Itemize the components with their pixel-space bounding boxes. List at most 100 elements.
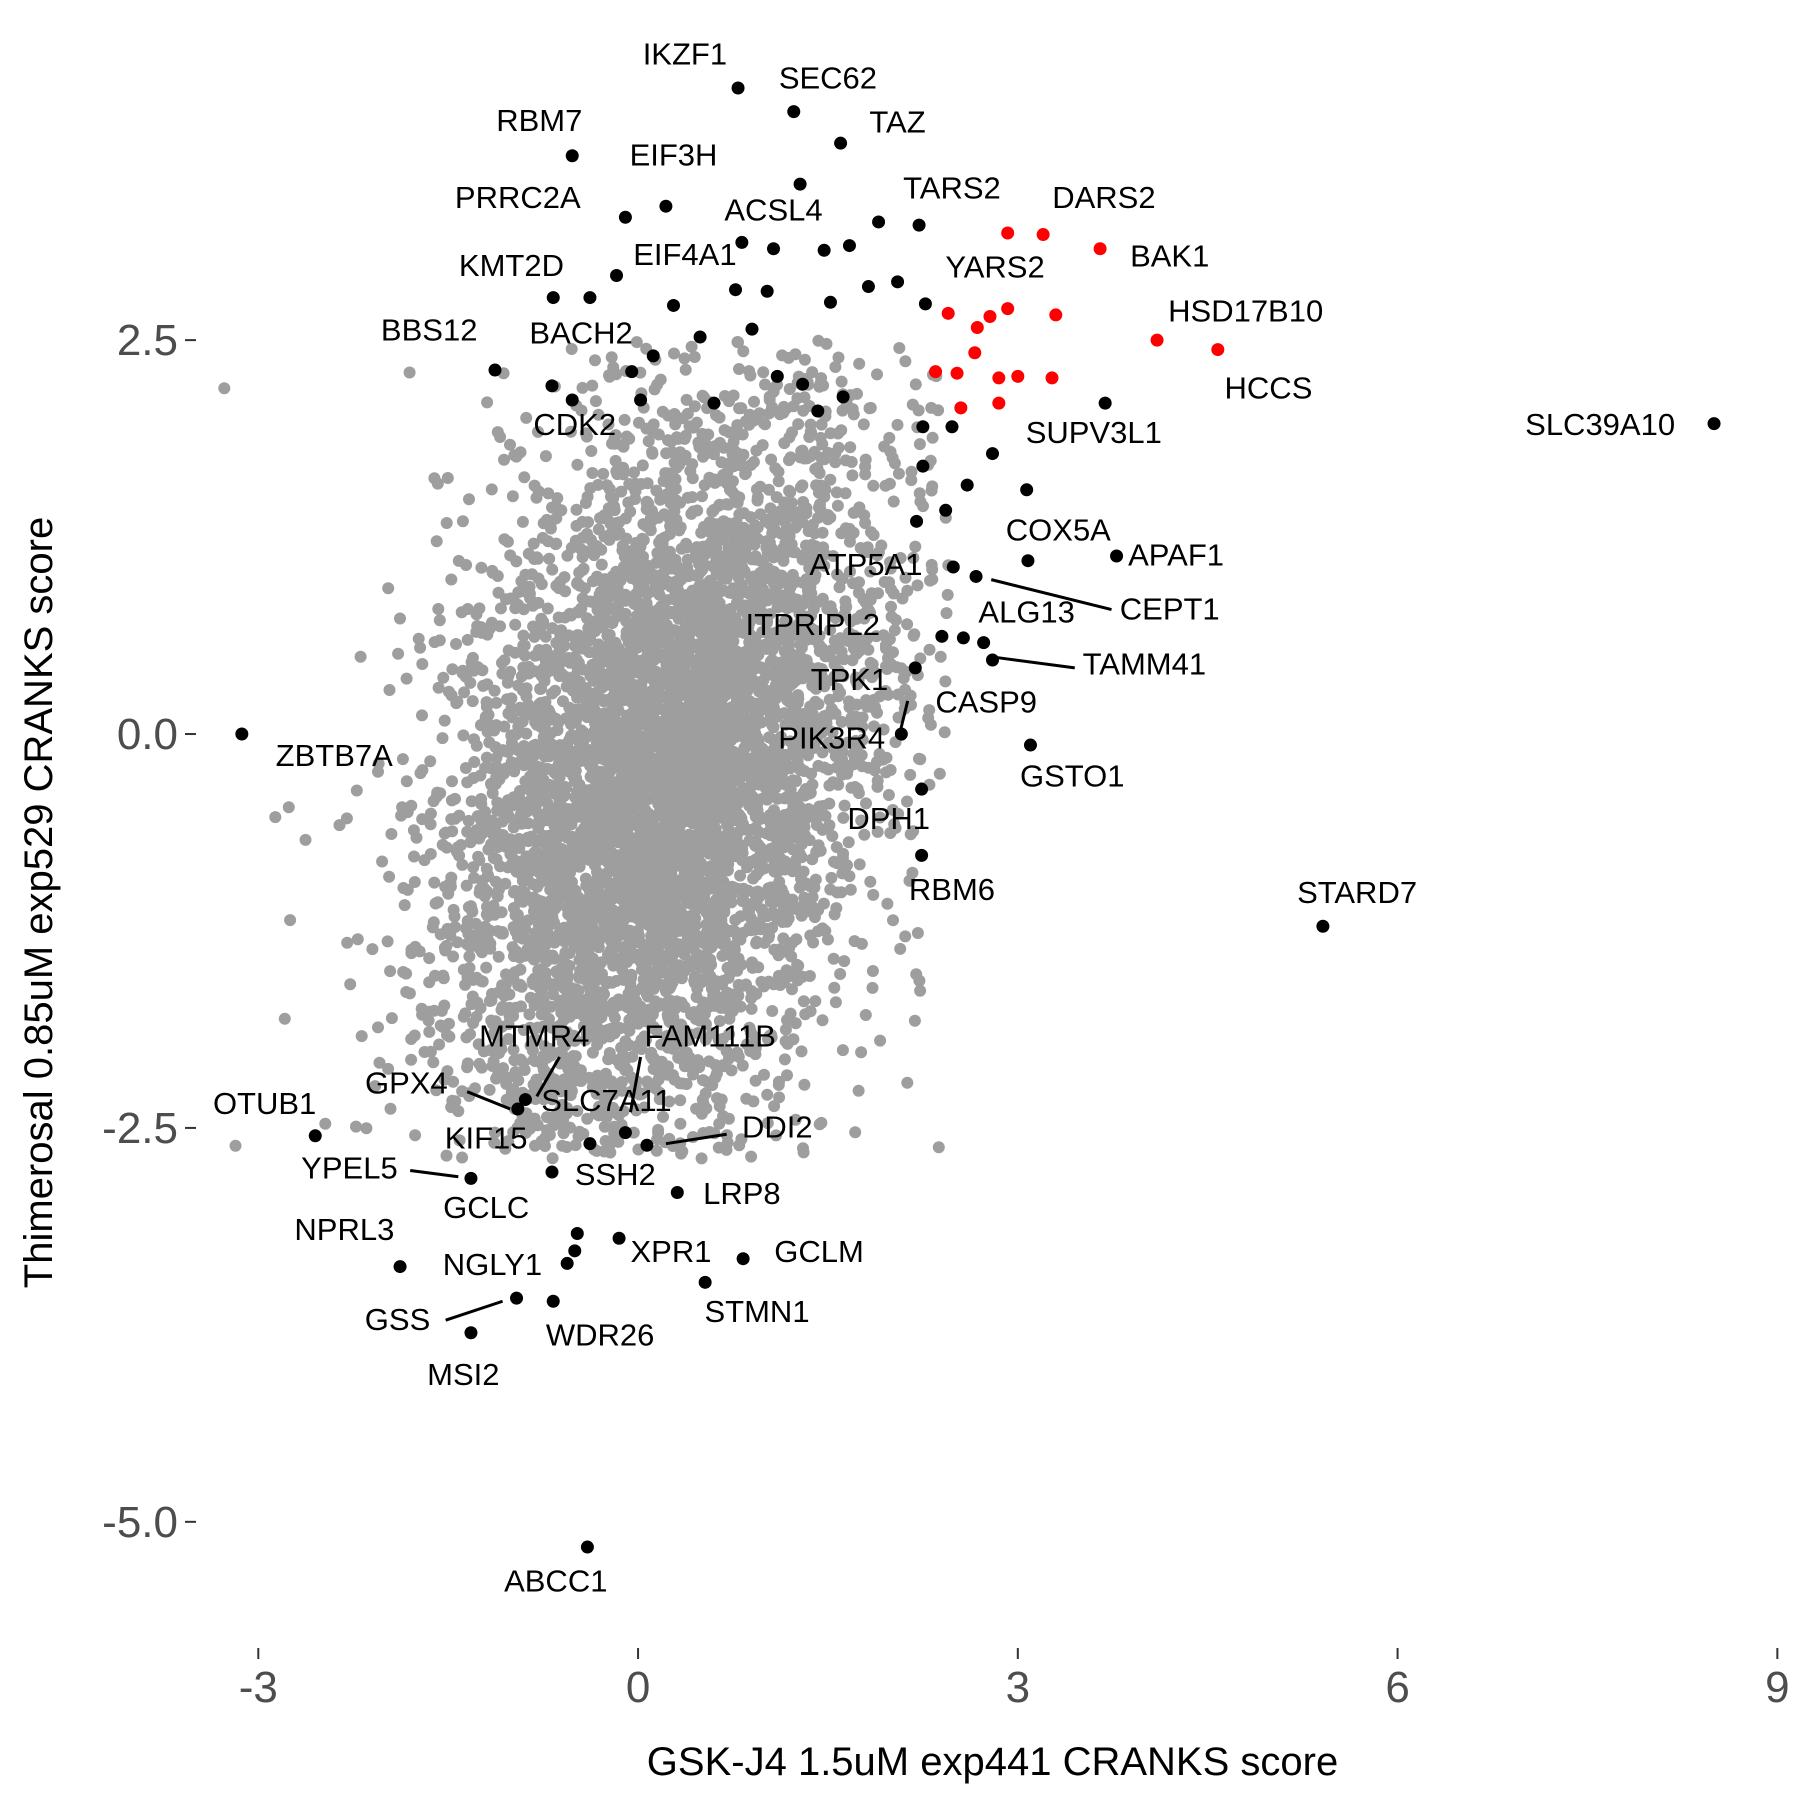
- background-point: [736, 561, 749, 574]
- background-point: [673, 459, 685, 471]
- background-point: [269, 811, 282, 824]
- background-point: [655, 533, 668, 546]
- background-point: [745, 1002, 758, 1015]
- background-point: [798, 391, 811, 404]
- background-point: [816, 1014, 829, 1027]
- background-point: [456, 515, 469, 528]
- background-point: [469, 828, 482, 841]
- background-point: [874, 1034, 887, 1047]
- background-point: [784, 451, 797, 464]
- background-point: [825, 702, 838, 715]
- background-point: [432, 603, 445, 615]
- background-point: [685, 340, 698, 353]
- background-point: [427, 916, 440, 929]
- background-point: [856, 720, 869, 733]
- background-point: [535, 578, 548, 591]
- background-point: [774, 979, 787, 991]
- background-point: [514, 446, 527, 459]
- background-point: [888, 457, 901, 470]
- background-point: [775, 569, 788, 582]
- background-point: [515, 670, 528, 683]
- background-point: [652, 428, 665, 441]
- background-point: [518, 471, 531, 484]
- background-point: [871, 825, 884, 838]
- background-point: [784, 1007, 797, 1020]
- background-point: [783, 941, 796, 954]
- background-point: [816, 823, 829, 836]
- background-point: [852, 1084, 865, 1097]
- background-point: [541, 1129, 554, 1142]
- background-point: [499, 812, 512, 824]
- background-point: [691, 1027, 704, 1040]
- background-point: [903, 874, 916, 887]
- background-point: [650, 484, 663, 497]
- background-point: [490, 696, 503, 709]
- background-point: [727, 745, 740, 758]
- background-point: [802, 749, 815, 762]
- background-point: [883, 431, 896, 444]
- background-point: [836, 1044, 849, 1057]
- background-point: [649, 724, 662, 737]
- background-point: [644, 700, 657, 713]
- background-point: [429, 897, 442, 910]
- background-point: [695, 1152, 708, 1165]
- background-point: [423, 1005, 436, 1018]
- background-point: [398, 899, 411, 912]
- background-point: [465, 795, 478, 808]
- background-point: [438, 827, 451, 840]
- background-point: [914, 753, 927, 766]
- background-point: [449, 792, 461, 805]
- background-point: [812, 501, 825, 514]
- background-point: [906, 398, 919, 411]
- background-point: [817, 379, 830, 392]
- background-point: [416, 764, 429, 777]
- background-point: [832, 427, 844, 440]
- background-point: [541, 602, 554, 615]
- background-point: [457, 729, 470, 742]
- background-point: [846, 469, 859, 482]
- background-point: [655, 1038, 668, 1051]
- background-point: [502, 1135, 515, 1148]
- background-point: [905, 465, 918, 478]
- background-point: [646, 812, 659, 824]
- background-point: [858, 612, 871, 625]
- background-point: [917, 500, 929, 513]
- background-point: [654, 373, 667, 386]
- background-point: [518, 649, 531, 662]
- background-point: [586, 467, 599, 479]
- background-point: [866, 965, 879, 977]
- background-point: [465, 904, 478, 916]
- background-point: [524, 1039, 537, 1052]
- background-point: [619, 1064, 632, 1077]
- background-point: [828, 634, 841, 647]
- background-point: [687, 1068, 699, 1081]
- background-point: [852, 586, 865, 599]
- background-point: [635, 1033, 648, 1046]
- background-point: [847, 408, 860, 421]
- background-point: [821, 933, 834, 946]
- background-point: [543, 552, 556, 565]
- background-point: [565, 541, 578, 554]
- background-point: [522, 914, 535, 927]
- background-point: [416, 658, 429, 670]
- background-point: [601, 479, 614, 492]
- background-point: [686, 472, 699, 485]
- background-point: [471, 810, 484, 823]
- background-point: [509, 618, 522, 631]
- background-point: [432, 681, 445, 694]
- background-point: [580, 430, 593, 443]
- background-point: [403, 366, 416, 379]
- background-point: [600, 1092, 612, 1105]
- background-point: [901, 795, 913, 808]
- background-point: [517, 1024, 530, 1036]
- background-point: [826, 830, 839, 842]
- background-point: [851, 387, 863, 400]
- background-point: [589, 395, 602, 408]
- background-point: [926, 563, 939, 576]
- background-point: [644, 512, 657, 524]
- background-point: [453, 849, 466, 862]
- background-point: [882, 789, 895, 801]
- background-point: [891, 418, 904, 431]
- background-point: [530, 761, 543, 774]
- background-point: [459, 762, 472, 774]
